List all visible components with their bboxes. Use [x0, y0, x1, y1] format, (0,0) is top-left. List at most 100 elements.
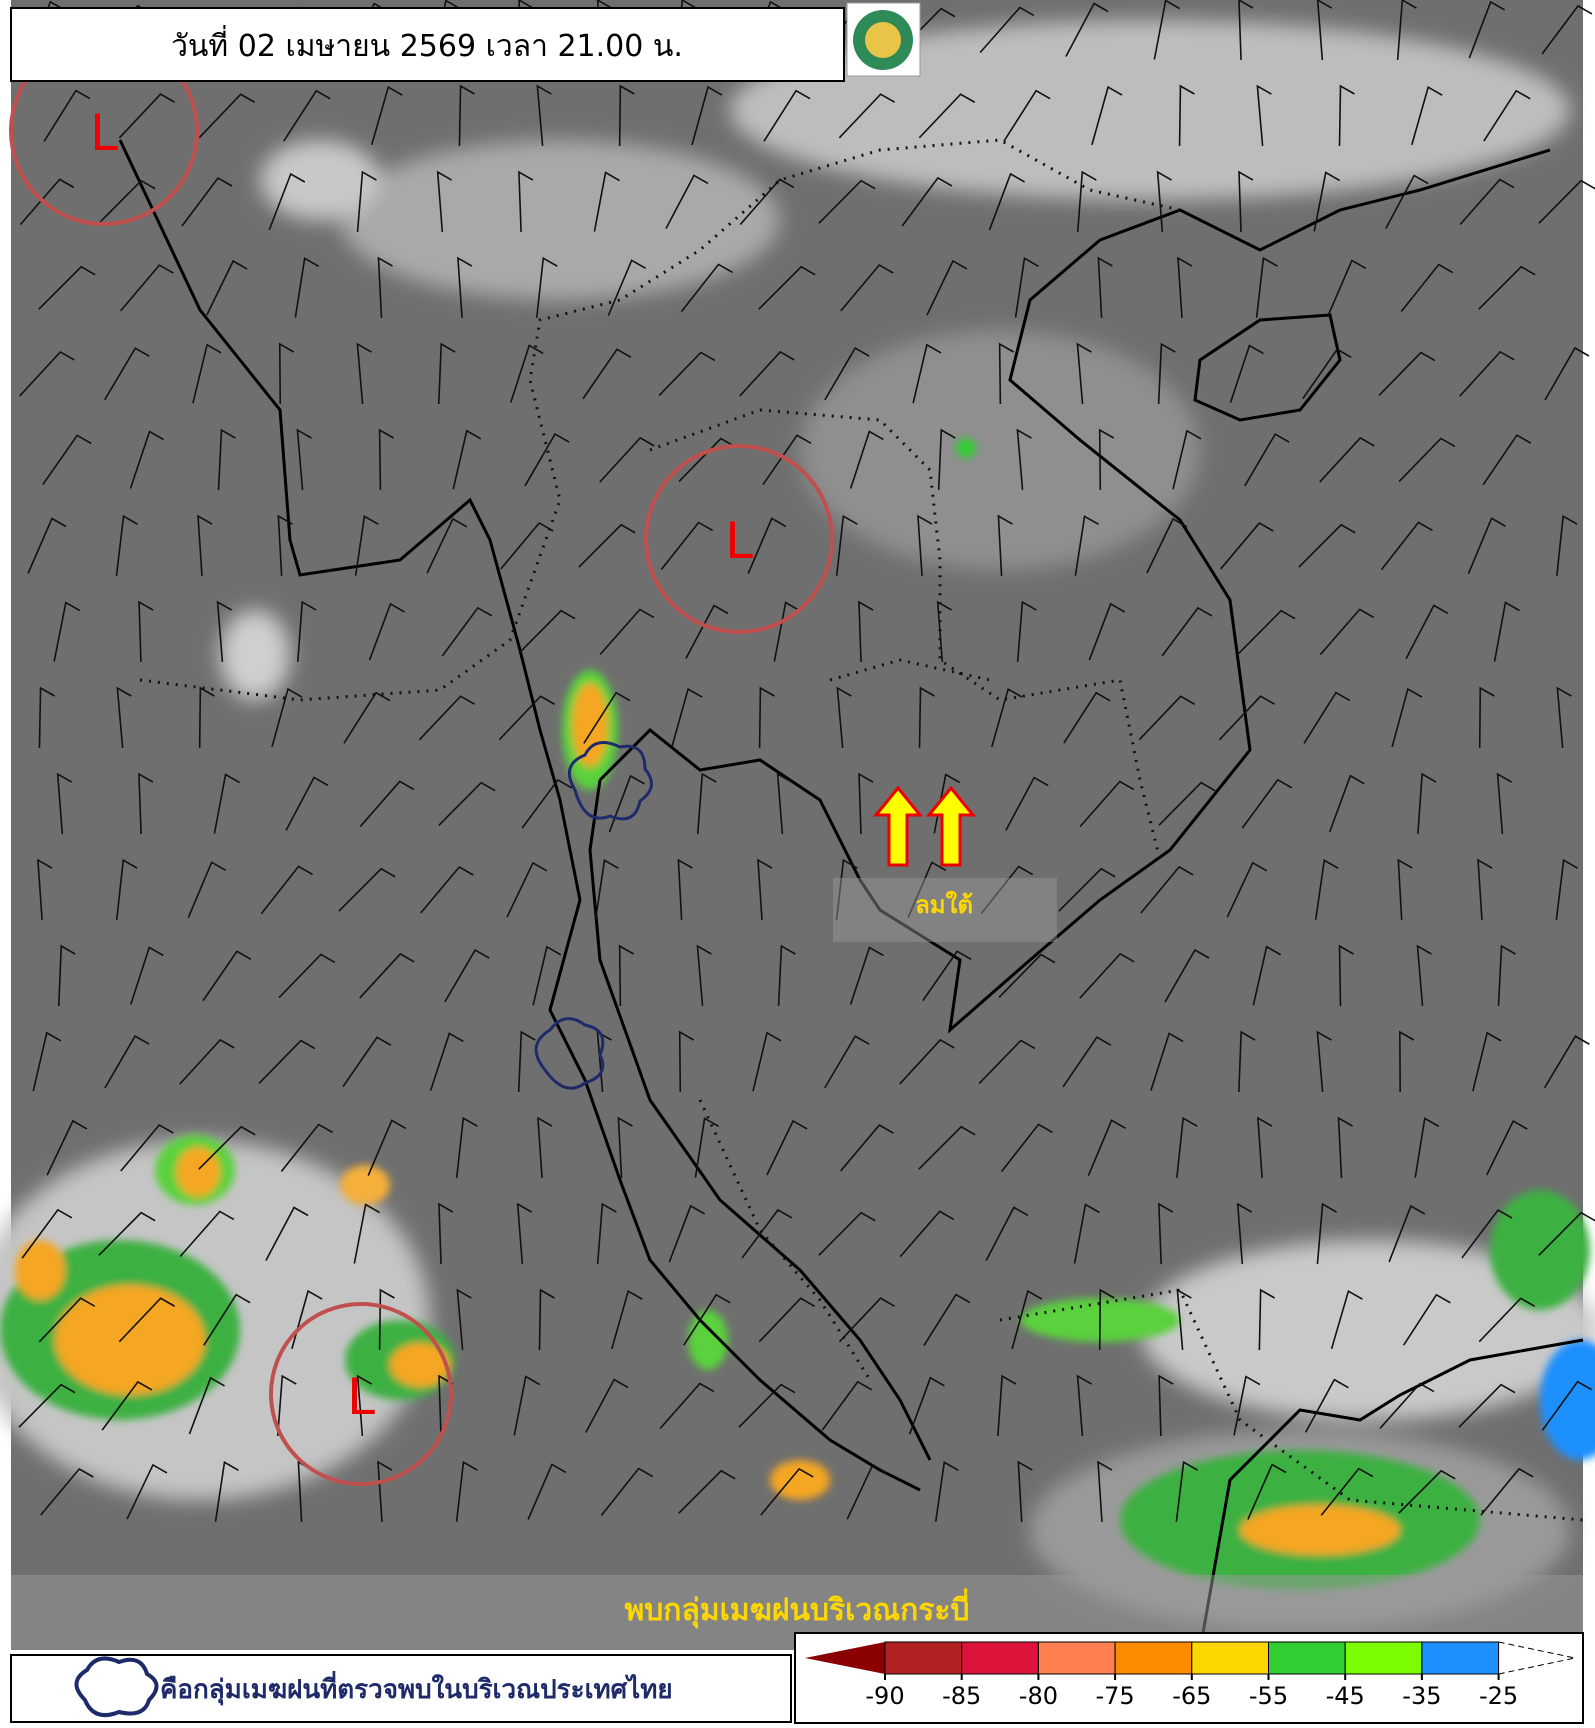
- banner-text: พบกลุ่มเมฆฝนบริเวณกระบี่: [624, 1588, 969, 1629]
- wind-barb: [578, 523, 636, 568]
- wind-barb: [899, 1038, 955, 1085]
- wind-barb: [1304, 1378, 1349, 1433]
- wind-barb: [849, 946, 884, 1005]
- wind-barb: [441, 606, 493, 657]
- wind-barb: [456, 1288, 472, 1350]
- wind-barb: [978, 1039, 1036, 1085]
- wind-barb: [818, 1211, 876, 1256]
- legend-icon: [74, 1656, 159, 1717]
- wind-barb: [752, 1031, 782, 1092]
- wind-barb: [418, 695, 476, 741]
- colorbar-segment: [1344, 1641, 1423, 1675]
- wind-barb: [912, 343, 942, 404]
- wind-barb: [1220, 522, 1274, 570]
- wind-barb: [846, 1463, 888, 1520]
- wind-barb: [260, 865, 313, 915]
- wind-barb: [998, 342, 1015, 405]
- wind-barb: [758, 1297, 816, 1343]
- wind-barb: [18, 1383, 76, 1428]
- header-box: [10, 7, 845, 82]
- wind-barb: [1396, 0, 1417, 60]
- wind-barb: [32, 1031, 62, 1092]
- wind-barb: [1314, 859, 1339, 920]
- wind-barb: [518, 170, 534, 233]
- wind-barb: [378, 428, 394, 491]
- wind-barb: [537, 1116, 553, 1178]
- wind-barb: [1328, 774, 1365, 833]
- colorbar-segment: [1268, 1641, 1346, 1675]
- wind-barb: [268, 172, 306, 231]
- wind-barb: [368, 602, 405, 661]
- colorbar-end: [1498, 1641, 1576, 1675]
- wind-barb: [835, 858, 858, 920]
- wind-barb: [138, 600, 154, 663]
- wind-barb: [43, 89, 91, 142]
- wind-barb: [922, 950, 972, 1002]
- wind-barb: [1062, 1036, 1112, 1088]
- wind-barb: [1541, 1380, 1593, 1431]
- wind-barb: [378, 1288, 395, 1351]
- wind-barb: [678, 437, 736, 483]
- wind-barb: [426, 517, 468, 574]
- wind-barb: [678, 1030, 695, 1093]
- wind-barb: [917, 514, 933, 576]
- colorbar-arrow: [805, 1642, 885, 1674]
- wind-barb: [1478, 1297, 1536, 1343]
- header-title: วันที่ 02 เมษายน 2569 เวลา 21.00 น.: [171, 25, 683, 64]
- wind-barb: [979, 6, 1035, 54]
- wind-barb: [1016, 600, 1037, 662]
- wind-barb: [1076, 342, 1092, 404]
- wind-barb: [1493, 601, 1520, 662]
- wind-barb: [997, 514, 1013, 577]
- wind-barb: [988, 172, 1025, 231]
- wind-barb: [1337, 1116, 1353, 1178]
- colorbar-tick-label: -45: [1326, 1682, 1365, 1710]
- wind-barb: [671, 687, 703, 748]
- wind-barb: [506, 861, 548, 918]
- wind-barb: [1241, 778, 1293, 829]
- wind-barb: [901, 176, 953, 227]
- wind-barb: [668, 1204, 706, 1263]
- wind-barb: [516, 1202, 533, 1264]
- wind-barb: [760, 1467, 814, 1516]
- wind-barb: [739, 178, 795, 226]
- wind-barb: [1316, 1202, 1337, 1264]
- wind-barbs: [18, 0, 1595, 1523]
- wind-barb: [517, 1030, 536, 1093]
- wind-barb: [899, 1210, 955, 1258]
- wind-barb: [271, 687, 303, 748]
- wind-barb: [908, 1376, 945, 1435]
- wind-barb: [1140, 865, 1194, 914]
- wind-barb: [923, 1293, 971, 1346]
- wind-barb: [356, 342, 372, 404]
- wind-barb: [824, 347, 870, 401]
- wind-barb: [265, 1206, 309, 1261]
- wind-barb: [1258, 1288, 1276, 1351]
- wind-barb: [1244, 433, 1290, 487]
- wind-barb: [1416, 944, 1432, 1006]
- wind-barb: [104, 347, 150, 401]
- wind-barb: [763, 89, 811, 142]
- wind-barb: [1255, 256, 1278, 318]
- wind-barb: [840, 263, 894, 312]
- wind-barb: [1097, 256, 1113, 318]
- wind-barb: [1158, 1374, 1174, 1437]
- wind-barb: [858, 600, 874, 663]
- wind-barb: [1399, 1030, 1415, 1093]
- colorbar-segment: [1421, 1641, 1500, 1675]
- wind-barb: [696, 772, 717, 834]
- wind-barb: [115, 858, 138, 920]
- wind-barb: [1320, 1467, 1374, 1516]
- wind-barb: [608, 774, 645, 833]
- logo: [846, 2, 921, 77]
- wind-barb: [1478, 686, 1495, 749]
- wind-barb: [747, 517, 787, 574]
- wind-barb: [498, 695, 556, 741]
- wind-barb: [118, 1297, 176, 1343]
- wind-barb: [1316, 0, 1333, 60]
- wind-barb: [104, 1034, 150, 1089]
- wind-barb: [27, 517, 67, 574]
- wind-barb: [1379, 1382, 1435, 1429]
